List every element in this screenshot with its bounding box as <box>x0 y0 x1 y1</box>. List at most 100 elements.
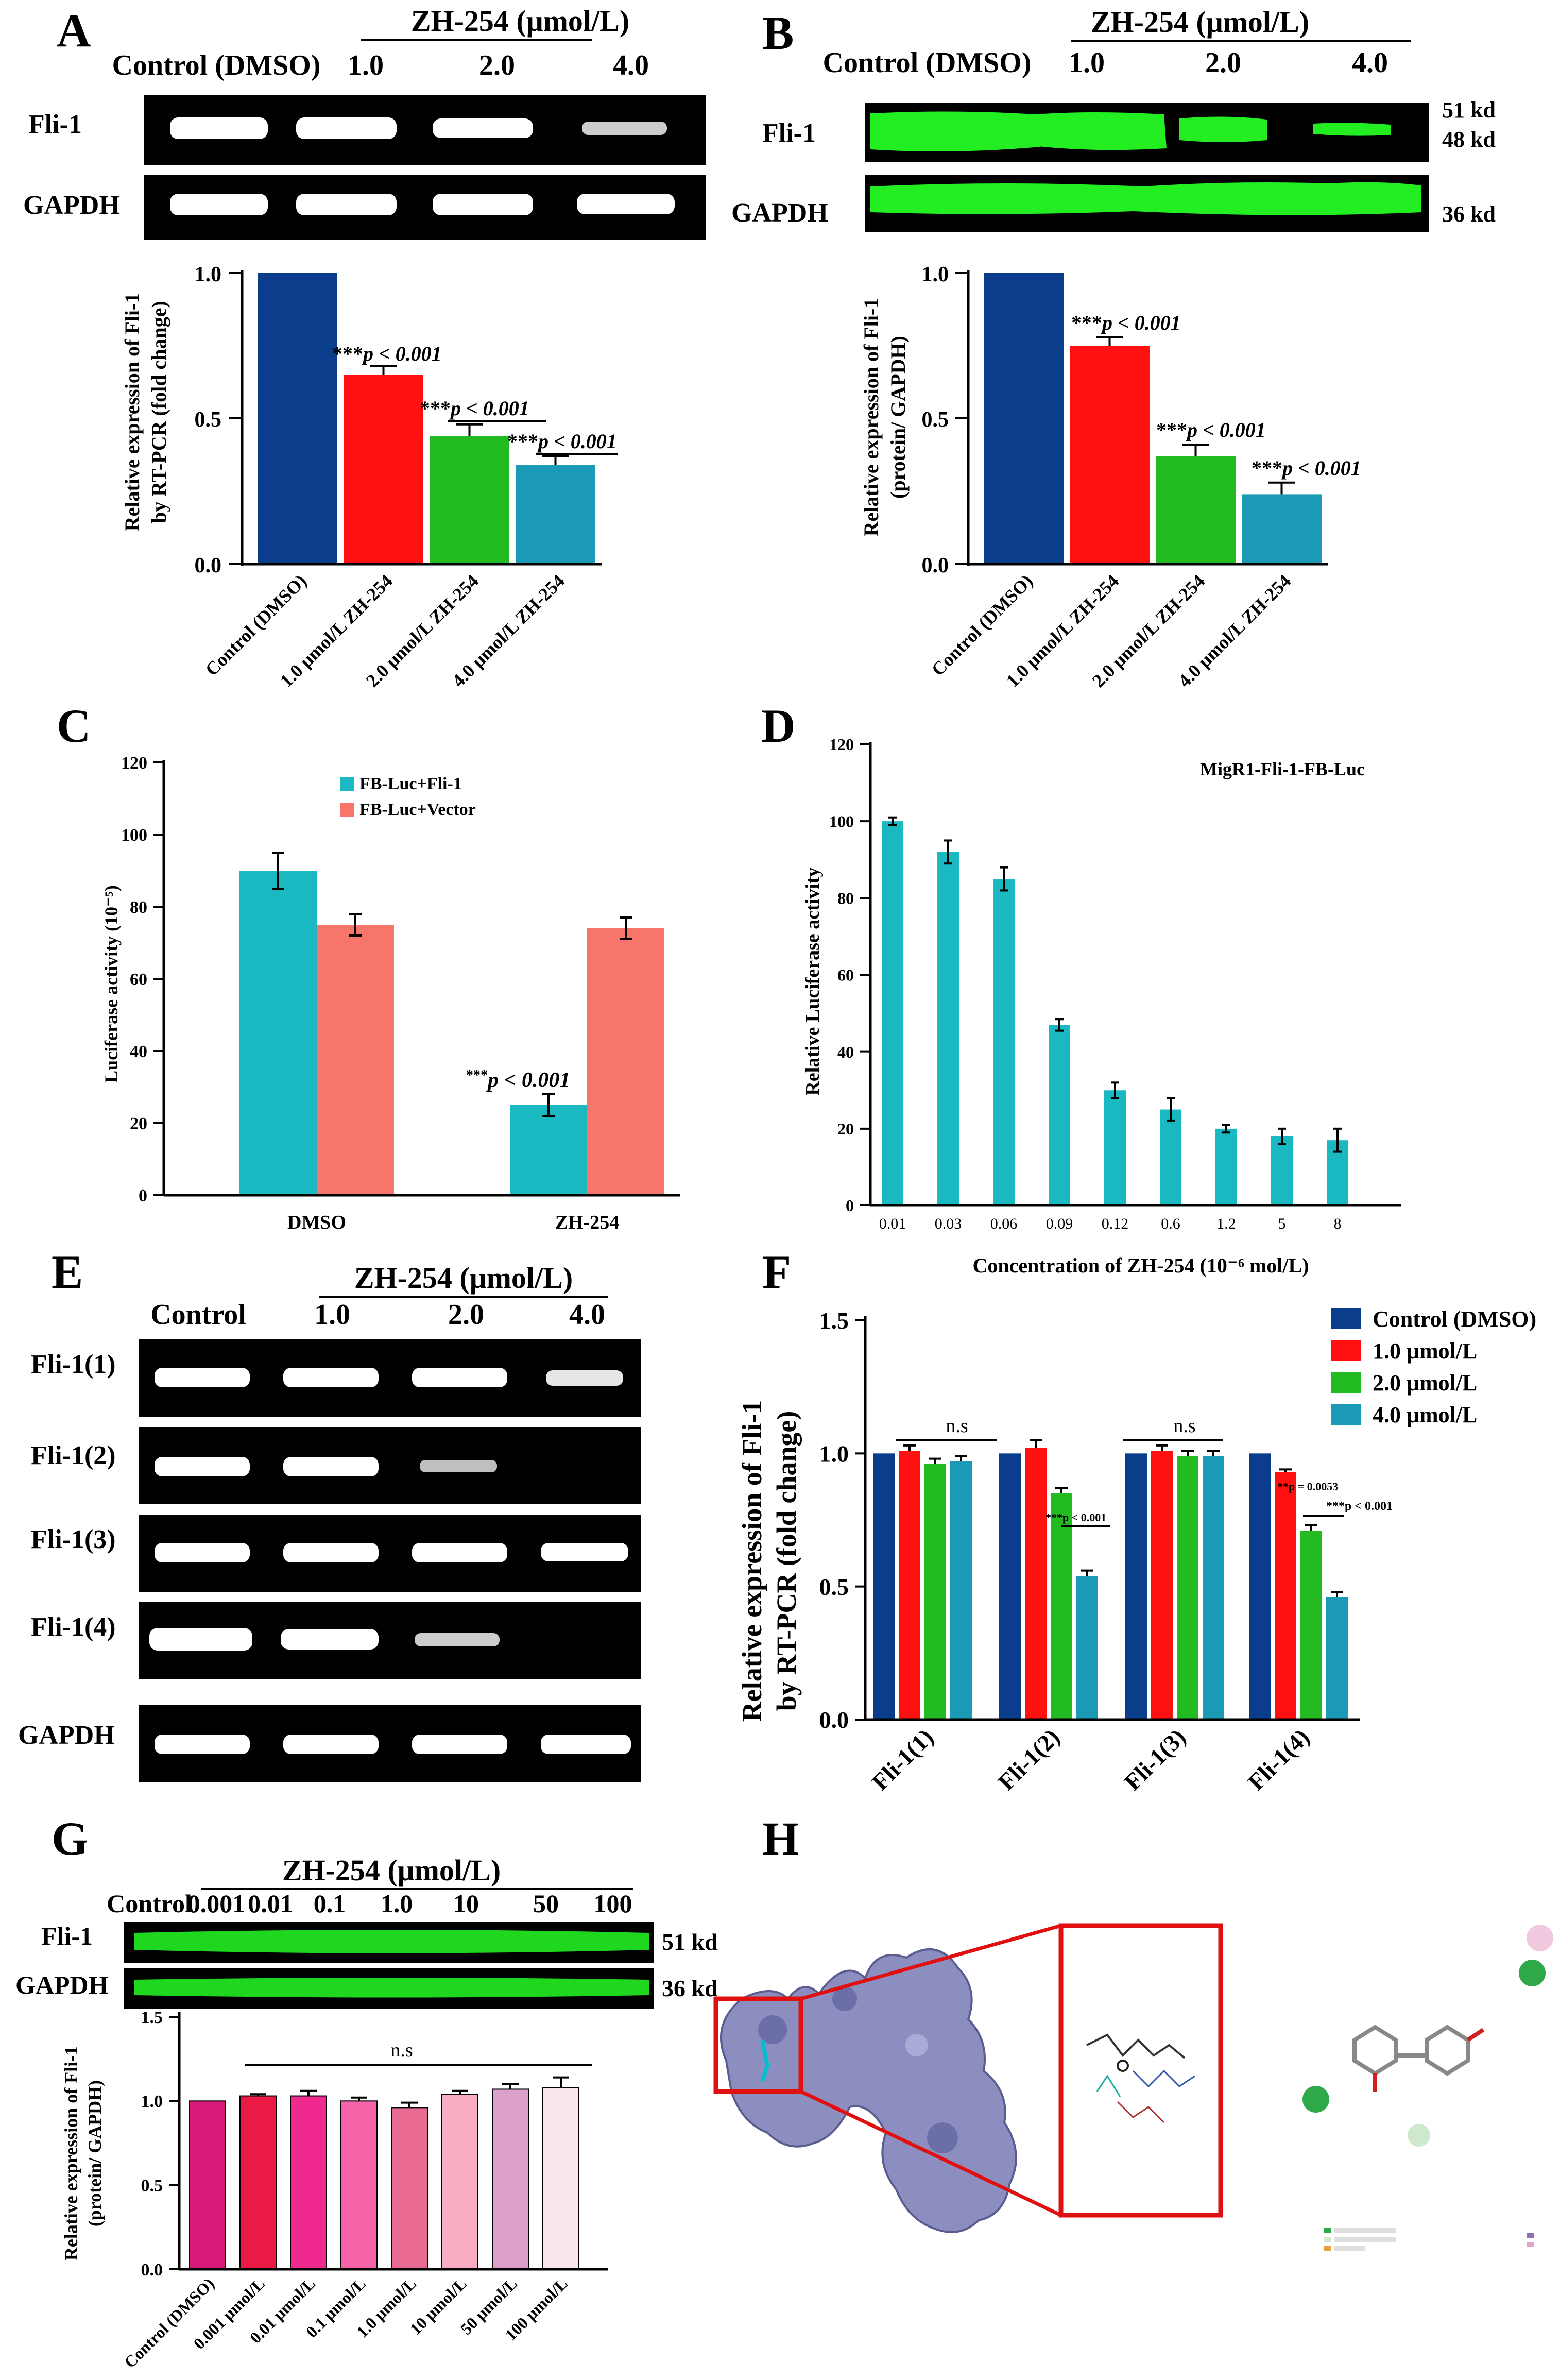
sig-prefix-c: *** <box>466 1067 488 1083</box>
f-error-3-3 <box>1331 1591 1343 1597</box>
c-error-1-0 <box>542 1093 555 1117</box>
sig-text-a-1: p < 0.001 <box>362 342 442 365</box>
panel-d: D Relative Luciferase activity MigR1-Fli… <box>761 700 1401 1277</box>
lane-label-a-1: 1.0 <box>348 49 384 81</box>
gel-e-0 <box>139 1339 641 1417</box>
gel-e-1 <box>139 1427 641 1504</box>
f-bar-3-2 <box>1300 1531 1322 1720</box>
blot-g-fli1 <box>124 1922 654 1963</box>
gel-a-gapdh <box>144 175 706 240</box>
f-legend-swatch-0 <box>1331 1308 1361 1329</box>
ylabel-d: Relative Luciferase activity <box>802 867 824 1095</box>
drug-header-a: ZH-254 (μmol/L) <box>411 4 629 38</box>
y-tick-label-b-2: 1.0 <box>922 263 949 286</box>
f-legend-swatch-3 <box>1331 1404 1361 1425</box>
f-y-tick-label-0: 0.0 <box>819 1707 849 1733</box>
drug-header-g: ZH-254 (μmol/L) <box>282 1854 501 1887</box>
a-bar-2 <box>430 436 509 564</box>
f-legend-swatch-1 <box>1331 1340 1361 1361</box>
a-bar-1 <box>344 375 423 564</box>
lane-label-b-3: 4.0 <box>1352 47 1388 79</box>
kd-label-b-48: 48 kd <box>1442 127 1496 152</box>
b-bar-3 <box>1242 494 1322 564</box>
g-lane-label-5: 10 <box>453 1889 479 1918</box>
chart-g: 0.00.51.01.5 n.s Control (DMSO)0.001 μmo… <box>121 2008 608 2372</box>
lane-label-e-2: 2.0 <box>448 1299 484 1331</box>
sig-prefix-a-2: *** <box>420 397 451 420</box>
ylabel-g-line1: Relative expression of Fli-1 <box>61 2046 81 2260</box>
f-y-tick-label-3: 1.5 <box>819 1307 849 1334</box>
b-bar-2 <box>1156 456 1236 564</box>
annot-f-2: **p = 0.0053 <box>1277 1480 1338 1493</box>
blot-label-a-gapdh: GAPDH <box>23 191 120 220</box>
legend-swatch-c-1 <box>340 803 354 817</box>
lane-label-a-2: 2.0 <box>479 49 515 81</box>
f-error-3-1 <box>1279 1468 1292 1472</box>
f-error-1-2 <box>1055 1487 1068 1493</box>
g-lane-label-2: 0.01 <box>248 1889 293 1918</box>
d-bar-7 <box>1271 1136 1293 1205</box>
chart-a: 1.0 0.5 0.0 ***p < 0.001 ***p < 0.001 **… <box>195 263 618 691</box>
zoom-box-small <box>713 1996 803 2094</box>
f-legend-label-1: 1.0 μmol/L <box>1373 1338 1477 1364</box>
sig-a-1: ***p < 0.001 <box>332 342 442 365</box>
d-y-tick-label-1: 20 <box>837 1119 854 1138</box>
f-legend-label-3: 4.0 μmol/L <box>1373 1402 1477 1427</box>
f-error-0-1 <box>903 1444 916 1451</box>
legend-label-c-0: FB-Luc+Fli-1 <box>359 774 462 793</box>
lane-label-b-2: 2.0 <box>1205 47 1241 79</box>
chart-d: 0 20 40 60 80 100 120 0.01 0.03 0.06 0.09 0.12 0.6 1… <box>829 735 1401 1277</box>
g-error-6 <box>502 2083 519 2089</box>
g-bar-0 <box>189 2100 226 2270</box>
f-x-label-1: Fli-1(2) <box>993 1724 1065 1795</box>
g-bar-3 <box>340 2100 378 2270</box>
panel-letter-c: C <box>57 700 91 752</box>
kd-label-g-36: 36 kd <box>662 1975 718 2001</box>
zoom-line-bottom <box>800 2089 1062 2217</box>
c-error-0-1 <box>349 913 362 937</box>
f-bar-3-0 <box>1249 1453 1271 1720</box>
f-legend-label-2: 2.0 μmol/L <box>1373 1370 1477 1396</box>
c-y-tick-label-6: 120 <box>121 754 147 773</box>
g-y-tick-label-0: 0.0 <box>141 2260 163 2280</box>
panel-c: C Luciferase activity (10⁻⁵) 0 20 40 60 80 10… <box>57 700 680 1233</box>
blot-label-e-2: Fli-1(3) <box>31 1525 116 1554</box>
f-error-0-3 <box>955 1455 967 1461</box>
d-error-4 <box>1111 1081 1119 1099</box>
f-error-3-2 <box>1305 1524 1317 1531</box>
svg-text:***p < 0.001: ***p < 0.001 <box>1071 311 1181 334</box>
panel-h: H <box>713 1812 1553 2251</box>
f-error-2-3 <box>1207 1450 1220 1456</box>
b-error-2 <box>1182 444 1209 456</box>
ylabel-g-line2: (protein/ GAPDH) <box>84 2080 105 2226</box>
annot-f-1: ***p < 0.001 <box>1045 1511 1106 1524</box>
g-lane-label-7: 100 <box>594 1889 632 1918</box>
g-lane-label-3: 0.1 <box>314 1889 346 1918</box>
kd-label-g-51: 51 kd <box>662 1929 718 1955</box>
blot-label-a-fli1: Fli-1 <box>28 110 82 139</box>
sig-b-3: ***p < 0.001 <box>1252 456 1361 480</box>
panel-letter-e: E <box>52 1246 83 1298</box>
panel-letter-a: A <box>57 4 91 57</box>
y-tick-label-a-0: 0.0 <box>195 554 222 577</box>
d-error-2 <box>1000 866 1008 892</box>
blot-label-e-0: Fli-1(1) <box>31 1350 116 1379</box>
sig-a-3: ***p < 0.001 <box>507 430 618 455</box>
g-lane-label-0: Control <box>107 1889 192 1918</box>
d-y-tick-label-6: 120 <box>829 735 854 754</box>
d-error-7 <box>1278 1127 1286 1145</box>
blot-b-fli1 <box>865 103 1429 162</box>
f-bar-0-2 <box>924 1464 946 1720</box>
svg-text:***p < 0.001: ***p < 0.001 <box>507 430 617 453</box>
xlabel-d: Concentration of ZH-254 (10⁻⁶ mol/L) <box>972 1254 1309 1277</box>
d-bar-2 <box>993 879 1015 1205</box>
f-bar-2-1 <box>1151 1451 1173 1720</box>
sig-prefix-a-3: *** <box>507 430 538 453</box>
drug-header-e: ZH-254 (μmol/L) <box>354 1261 573 1295</box>
legend-swatch-c-0 <box>340 777 354 791</box>
panel-b: B ZH-254 (μmol/L) Control (DMSO) 1.0 2.0… <box>731 5 1496 691</box>
g-lane-label-6: 50 <box>533 1889 559 1918</box>
g-error-7 <box>553 2076 569 2088</box>
f-legend-label-0: Control (DMSO) <box>1373 1306 1536 1332</box>
d-x-label-0: 0.01 <box>879 1215 906 1232</box>
